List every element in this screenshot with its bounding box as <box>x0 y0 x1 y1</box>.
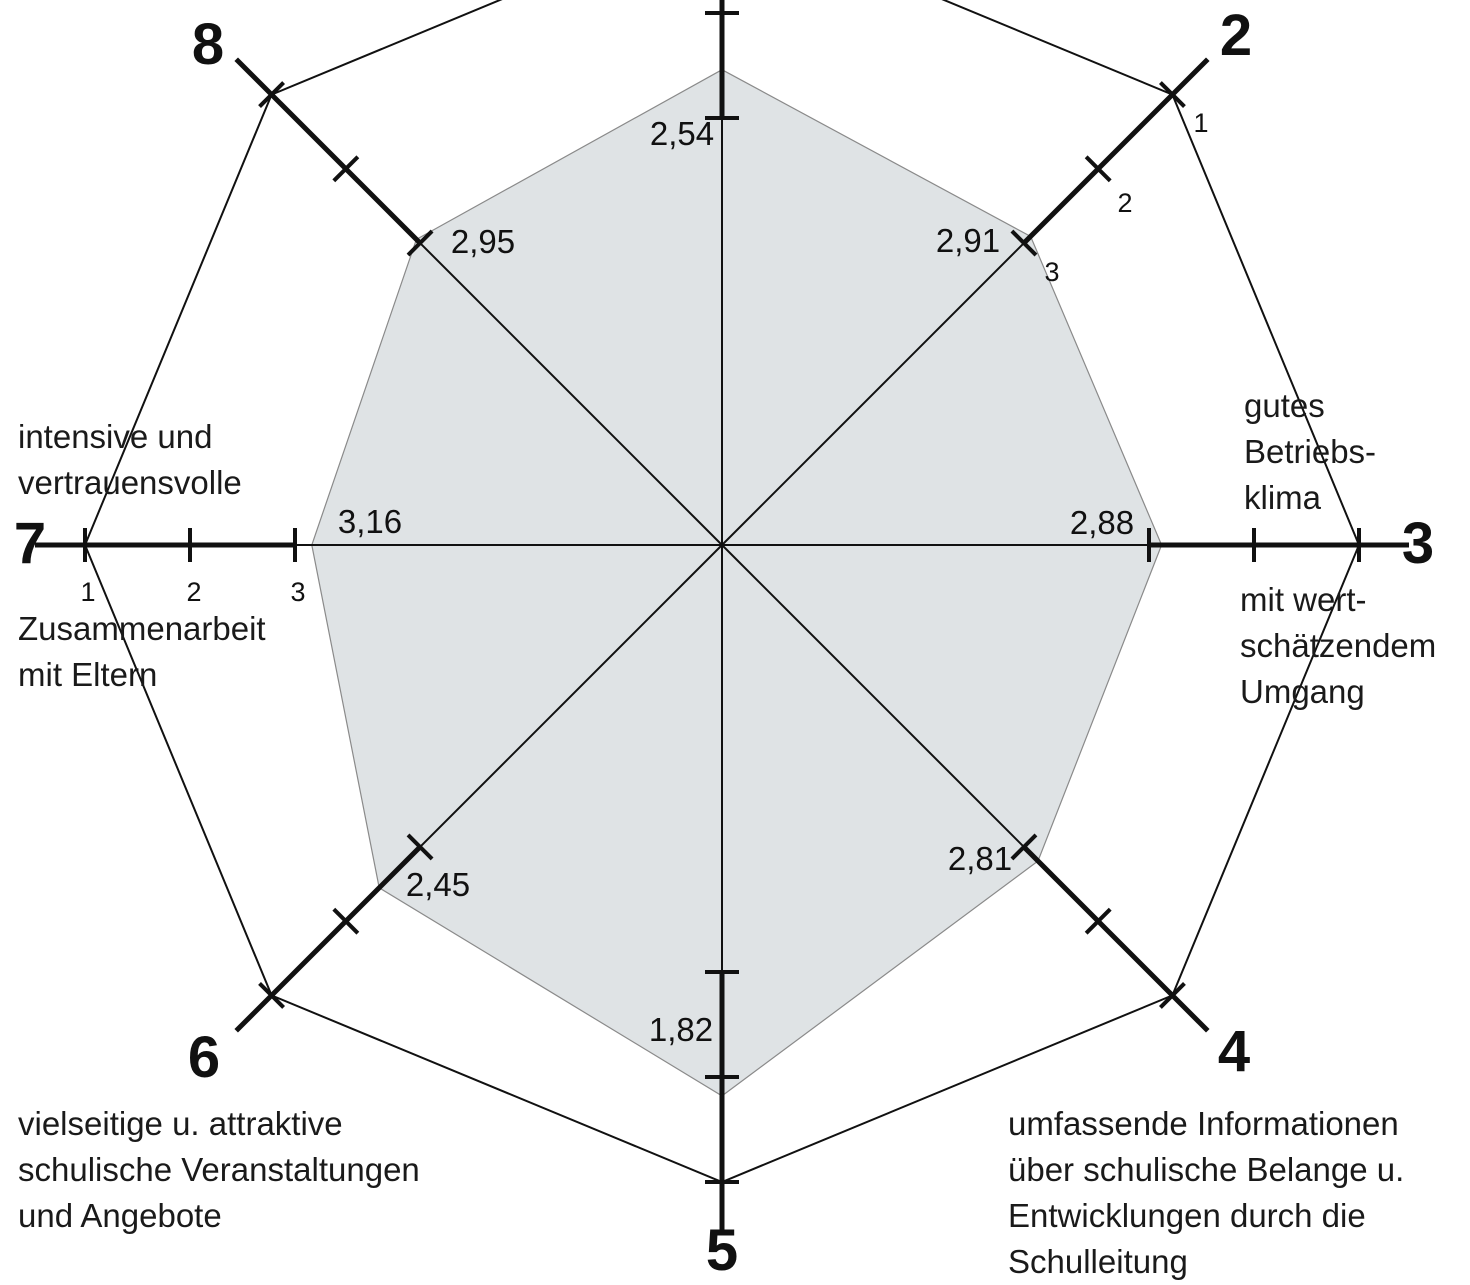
axis7-text-line: mit Eltern <box>18 656 158 693</box>
axis-spoke <box>419 242 723 546</box>
scale-tick-label: 1 <box>80 577 95 607</box>
axis7-description-top: intensive und vertrauensvolle <box>18 414 242 506</box>
axis4-text-line: Entwicklungen durch die <box>1008 1197 1366 1234</box>
axis-spoke <box>721 544 1025 848</box>
scale-tick <box>1158 981 1186 1009</box>
scale-tick-label: 2 <box>186 577 201 607</box>
axis6-description: vielseitige u. attraktive schulische Ver… <box>18 1101 420 1239</box>
axis-number: 2 <box>1220 3 1252 68</box>
scale-tick-label: 3 <box>290 577 305 607</box>
value-label: 2,91 <box>936 222 1000 259</box>
scale-tick <box>406 229 434 257</box>
scale-tick <box>1084 907 1112 935</box>
axis6-text-line: vielseitige u. attraktive <box>18 1105 343 1142</box>
axis3-text-line: schätzendem <box>1240 627 1437 664</box>
scale-tick <box>406 833 434 861</box>
axis-scale-segment <box>234 845 422 1033</box>
axis7-text-line: Zusammenarbeit <box>18 610 266 647</box>
value-label: 3,16 <box>338 503 402 540</box>
axis3-text-line: gutes <box>1244 387 1325 424</box>
data-polygon <box>311 69 1163 1097</box>
axis-number: 6 <box>188 1025 220 1090</box>
axis-number: 5 <box>706 1218 738 1273</box>
axis6-text-line: schulische Veranstaltungen <box>18 1151 420 1188</box>
axis-number: 4 <box>1218 1019 1250 1084</box>
value-label: 2,95 <box>451 223 515 260</box>
axis4-text-line: über schulische Belange u. <box>1008 1151 1405 1188</box>
scale-tick <box>1158 81 1186 109</box>
axis3-text-line: Umgang <box>1240 673 1365 710</box>
scale-tick-label: 3 <box>1044 257 1059 287</box>
value-label: 2,54 <box>650 115 714 152</box>
axis4-description: umfassende Informationen über schulische… <box>1008 1101 1404 1285</box>
scale-tick <box>1084 155 1112 183</box>
scale-tick <box>332 155 360 183</box>
axis-scale-segment <box>234 57 422 245</box>
value-label: 1,82 <box>649 1011 713 1048</box>
axis7-text-line: intensive und <box>18 418 213 455</box>
value-label: 2,88 <box>1070 504 1134 541</box>
axis6-text-line: und Angebote <box>18 1197 222 1234</box>
axis3-description-top: gutes Betriebs- klima <box>1244 383 1376 521</box>
axis3-text-line: mit wert- <box>1240 581 1367 618</box>
scale-tick <box>258 81 286 109</box>
axis4-text-line: umfassende Informationen <box>1008 1105 1399 1142</box>
axis4-text-line: Schulleitung <box>1008 1243 1188 1280</box>
axis7-text-line: vertrauensvolle <box>18 464 242 501</box>
axis-spoke <box>419 544 723 848</box>
scale-tick <box>258 981 286 1009</box>
axis3-text-line: klima <box>1244 479 1322 516</box>
axis-number: 8 <box>192 12 224 77</box>
scale-tick <box>1010 229 1038 257</box>
axis-number: 3 <box>1402 511 1434 576</box>
axis7-description-bottom: Zusammenarbeit mit Eltern <box>18 606 266 698</box>
scale-tick-label: 1 <box>1193 108 1208 138</box>
axis-number: 7 <box>14 511 46 576</box>
value-label: 2,81 <box>948 840 1012 877</box>
axis-scale-segment <box>1022 845 1210 1033</box>
axis-scale-segment <box>1022 57 1210 245</box>
scale-tick-label: 2 <box>1117 188 1132 218</box>
value-label: 2,45 <box>406 866 470 903</box>
axis-spoke <box>721 242 1025 546</box>
axis3-text-line: Betriebs- <box>1244 433 1377 470</box>
scale-tick <box>1010 833 1038 861</box>
axis3-description-bottom: mit wert- schätzendem Umgang <box>1240 577 1436 715</box>
scale-tick <box>332 907 360 935</box>
